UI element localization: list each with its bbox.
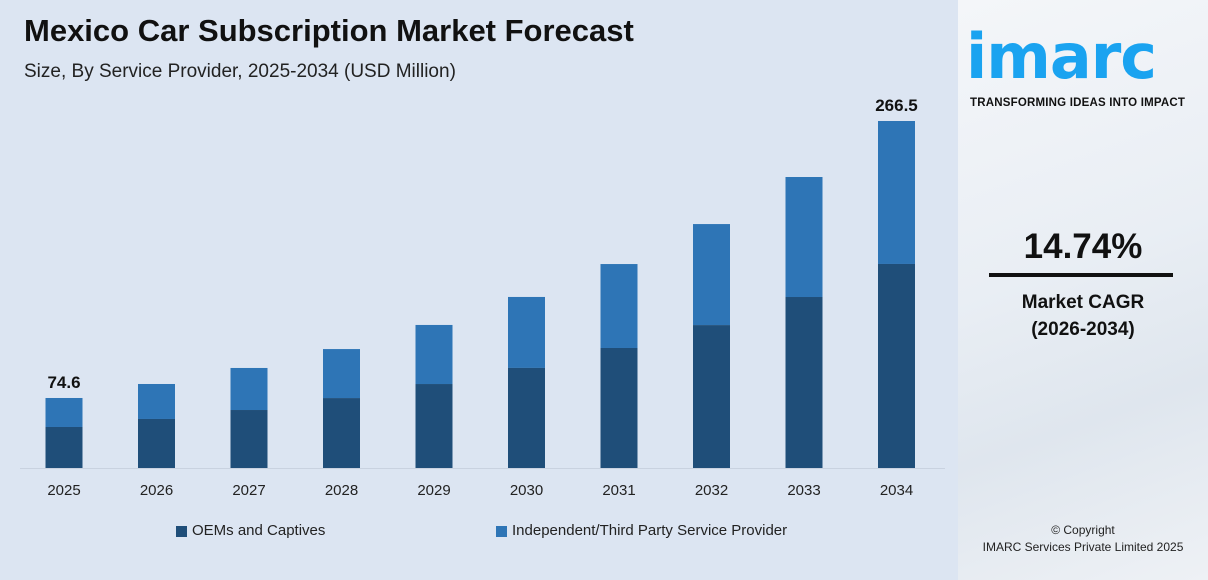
x-tick-label: 2025 xyxy=(47,482,80,499)
cagr-divider xyxy=(989,273,1173,277)
bar-oems-2025 xyxy=(45,426,83,468)
chart-subtitle: Size, By Service Provider, 2025-2034 (US… xyxy=(24,61,456,82)
copyright-line1: © Copyright xyxy=(1051,523,1115,537)
logo-wordmark: imarc xyxy=(966,20,1157,93)
bar-oems-2028 xyxy=(323,398,360,468)
legend-swatch xyxy=(496,525,507,537)
legend-swatch xyxy=(176,525,187,537)
bar-oems-2032 xyxy=(693,325,730,468)
bar-independent-2032 xyxy=(693,224,730,326)
cagr-label-line2: (2026-2034) xyxy=(1031,319,1135,340)
x-tick-label: 2033 xyxy=(787,482,820,499)
bar-independent-2031 xyxy=(600,264,638,348)
data-label: 74.6 xyxy=(47,373,80,392)
x-tick-label: 2029 xyxy=(417,482,450,499)
x-tick-label: 2028 xyxy=(325,482,358,499)
legend-label: Independent/Third Party Service Provider xyxy=(512,522,788,539)
chart-title: Mexico Car Subscription Market Forecast xyxy=(24,13,634,48)
data-label: 266.5 xyxy=(875,96,918,115)
x-tick-label: 2031 xyxy=(602,482,635,499)
x-tick-label: 2027 xyxy=(232,482,265,499)
chart-panel: Mexico Car Subscription Market Forecast … xyxy=(0,0,958,580)
bar-oems-2029 xyxy=(415,384,453,468)
bar-independent-2029 xyxy=(415,324,453,385)
legend-label: OEMs and Captives xyxy=(192,522,326,539)
x-tick-label: 2026 xyxy=(140,482,173,499)
legend-item-oems: OEMs and Captives xyxy=(176,522,325,540)
copyright: © Copyright IMARC Services Private Limit… xyxy=(958,522,1208,556)
bar-independent-2027 xyxy=(230,367,268,411)
bar-independent-2030 xyxy=(508,296,545,368)
legend-item-independent: Independent/Third Party Service Provider xyxy=(496,522,787,540)
bar-oems-2034 xyxy=(878,263,915,468)
bar-independent-2026 xyxy=(138,383,175,419)
bar-independent-2028 xyxy=(323,349,360,399)
bar-oems-2030 xyxy=(508,367,545,468)
x-tick-label: 2032 xyxy=(695,482,728,499)
copyright-line2: IMARC Services Private Limited 2025 xyxy=(982,540,1184,554)
bar-independent-2025 xyxy=(45,397,83,427)
cagr-label-line1: Market CAGR xyxy=(1021,292,1145,313)
bar-independent-2034 xyxy=(878,121,915,264)
x-tick-label: 2030 xyxy=(510,482,543,499)
bar-independent-2033 xyxy=(785,177,823,298)
bar-oems-2026 xyxy=(138,418,175,468)
bar-oems-2033 xyxy=(785,297,823,468)
logo-tagline: TRANSFORMING IDEAS INTO IMPACT xyxy=(970,97,1186,109)
x-tick-label: 2034 xyxy=(880,482,913,499)
cagr-value: 14.74% xyxy=(1023,227,1143,266)
bar-oems-2027 xyxy=(230,410,268,468)
bar-chart: 2025 74.6 2026 2027 2028 2029 2030 2031 2032 2033… xyxy=(20,96,945,499)
side-panel: imarc TRANSFORMING IDEAS INTO IMPACT 14.… xyxy=(958,0,1208,580)
cagr-label: Market CAGR (2026-2034) xyxy=(958,289,1208,343)
bar-oems-2031 xyxy=(600,347,638,468)
